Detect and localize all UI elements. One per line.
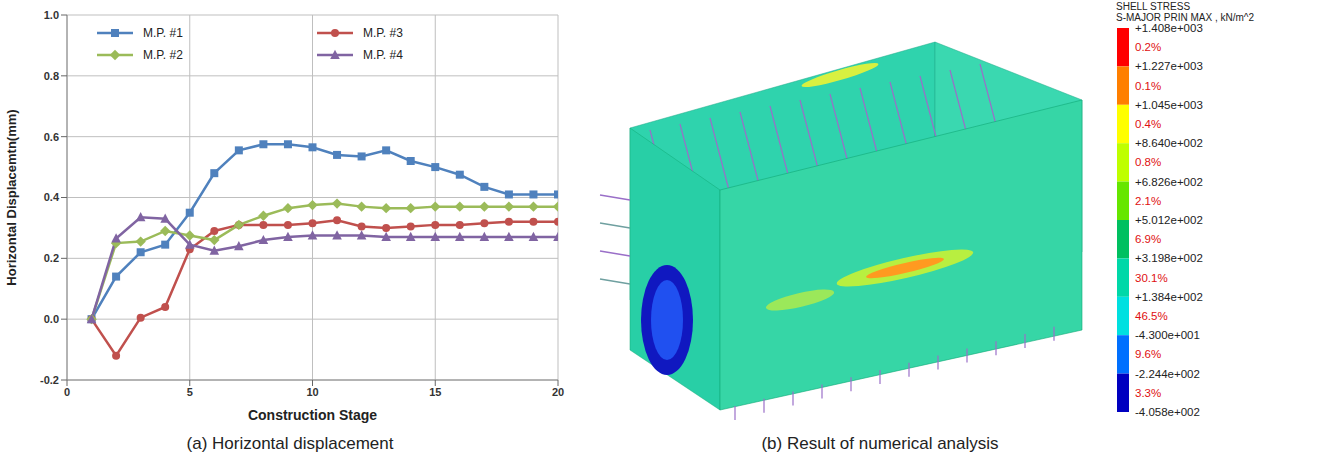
svg-text:+1.384e+002: +1.384e+002 <box>1135 291 1203 303</box>
svg-text:+1.227e+003: +1.227e+003 <box>1135 60 1203 72</box>
svg-text:-4.300e+001: -4.300e+001 <box>1135 329 1200 341</box>
svg-text:+5.012e+002: +5.012e+002 <box>1135 214 1203 226</box>
svg-text:0.8: 0.8 <box>44 70 59 82</box>
html-text:M.P. #2: M.P. #2 <box>143 48 183 62</box>
svg-text:Construction Stage: Construction Stage <box>248 407 377 423</box>
svg-text:10: 10 <box>306 386 318 398</box>
svg-text:Horizontal Displacemtn(mm): Horizontal Displacemtn(mm) <box>4 109 19 285</box>
svg-text:+3.198e+002: +3.198e+002 <box>1135 252 1203 264</box>
svg-text:+1.408e+003: +1.408e+003 <box>1135 22 1203 34</box>
svg-text:0.2: 0.2 <box>44 252 59 264</box>
html-text:M.P. #4: M.P. #4 <box>363 48 403 62</box>
svg-text:3.3%: 3.3% <box>1135 387 1161 399</box>
svg-text:0: 0 <box>64 386 70 398</box>
svg-text:(a) Horizontal displacement: (a) Horizontal displacement <box>187 434 394 453</box>
svg-text:0.1%: 0.1% <box>1135 80 1161 92</box>
svg-text:S-MAJOR PRIN MAX , kN/m^2: S-MAJOR PRIN MAX , kN/m^2 <box>1116 12 1254 23</box>
svg-text:1.0: 1.0 <box>44 9 59 21</box>
html-text:M.P. #3: M.P. #3 <box>363 26 403 40</box>
svg-text:SHELL STRESS: SHELL STRESS <box>1116 1 1190 12</box>
svg-text:+1.045e+003: +1.045e+003 <box>1135 99 1203 111</box>
svg-text:-0.2: -0.2 <box>40 374 59 386</box>
svg-text:46.5%: 46.5% <box>1135 310 1168 322</box>
svg-text:0.6: 0.6 <box>44 131 59 143</box>
svg-text:(b) Result of numerical analys: (b) Result of numerical analysis <box>761 434 998 453</box>
svg-text:20: 20 <box>552 386 564 398</box>
svg-text:6.9%: 6.9% <box>1135 233 1161 245</box>
svg-text:15: 15 <box>429 386 441 398</box>
svg-text:9.6%: 9.6% <box>1135 348 1161 360</box>
svg-text:+8.640e+002: +8.640e+002 <box>1135 137 1203 149</box>
svg-text:-2.244e+002: -2.244e+002 <box>1135 368 1200 380</box>
svg-text:2.1%: 2.1% <box>1135 195 1161 207</box>
svg-text:0.4: 0.4 <box>44 191 60 203</box>
svg-text:0.2%: 0.2% <box>1135 41 1161 53</box>
svg-text:30.1%: 30.1% <box>1135 272 1168 284</box>
svg-text:-4.058e+002: -4.058e+002 <box>1135 406 1200 418</box>
svg-text:5: 5 <box>187 386 193 398</box>
svg-text:0.0: 0.0 <box>44 313 59 325</box>
svg-text:0.4%: 0.4% <box>1135 118 1161 130</box>
svg-text:0.8%: 0.8% <box>1135 156 1161 168</box>
html-text:M.P. #1: M.P. #1 <box>143 26 183 40</box>
svg-text:+6.826e+002: +6.826e+002 <box>1135 176 1203 188</box>
